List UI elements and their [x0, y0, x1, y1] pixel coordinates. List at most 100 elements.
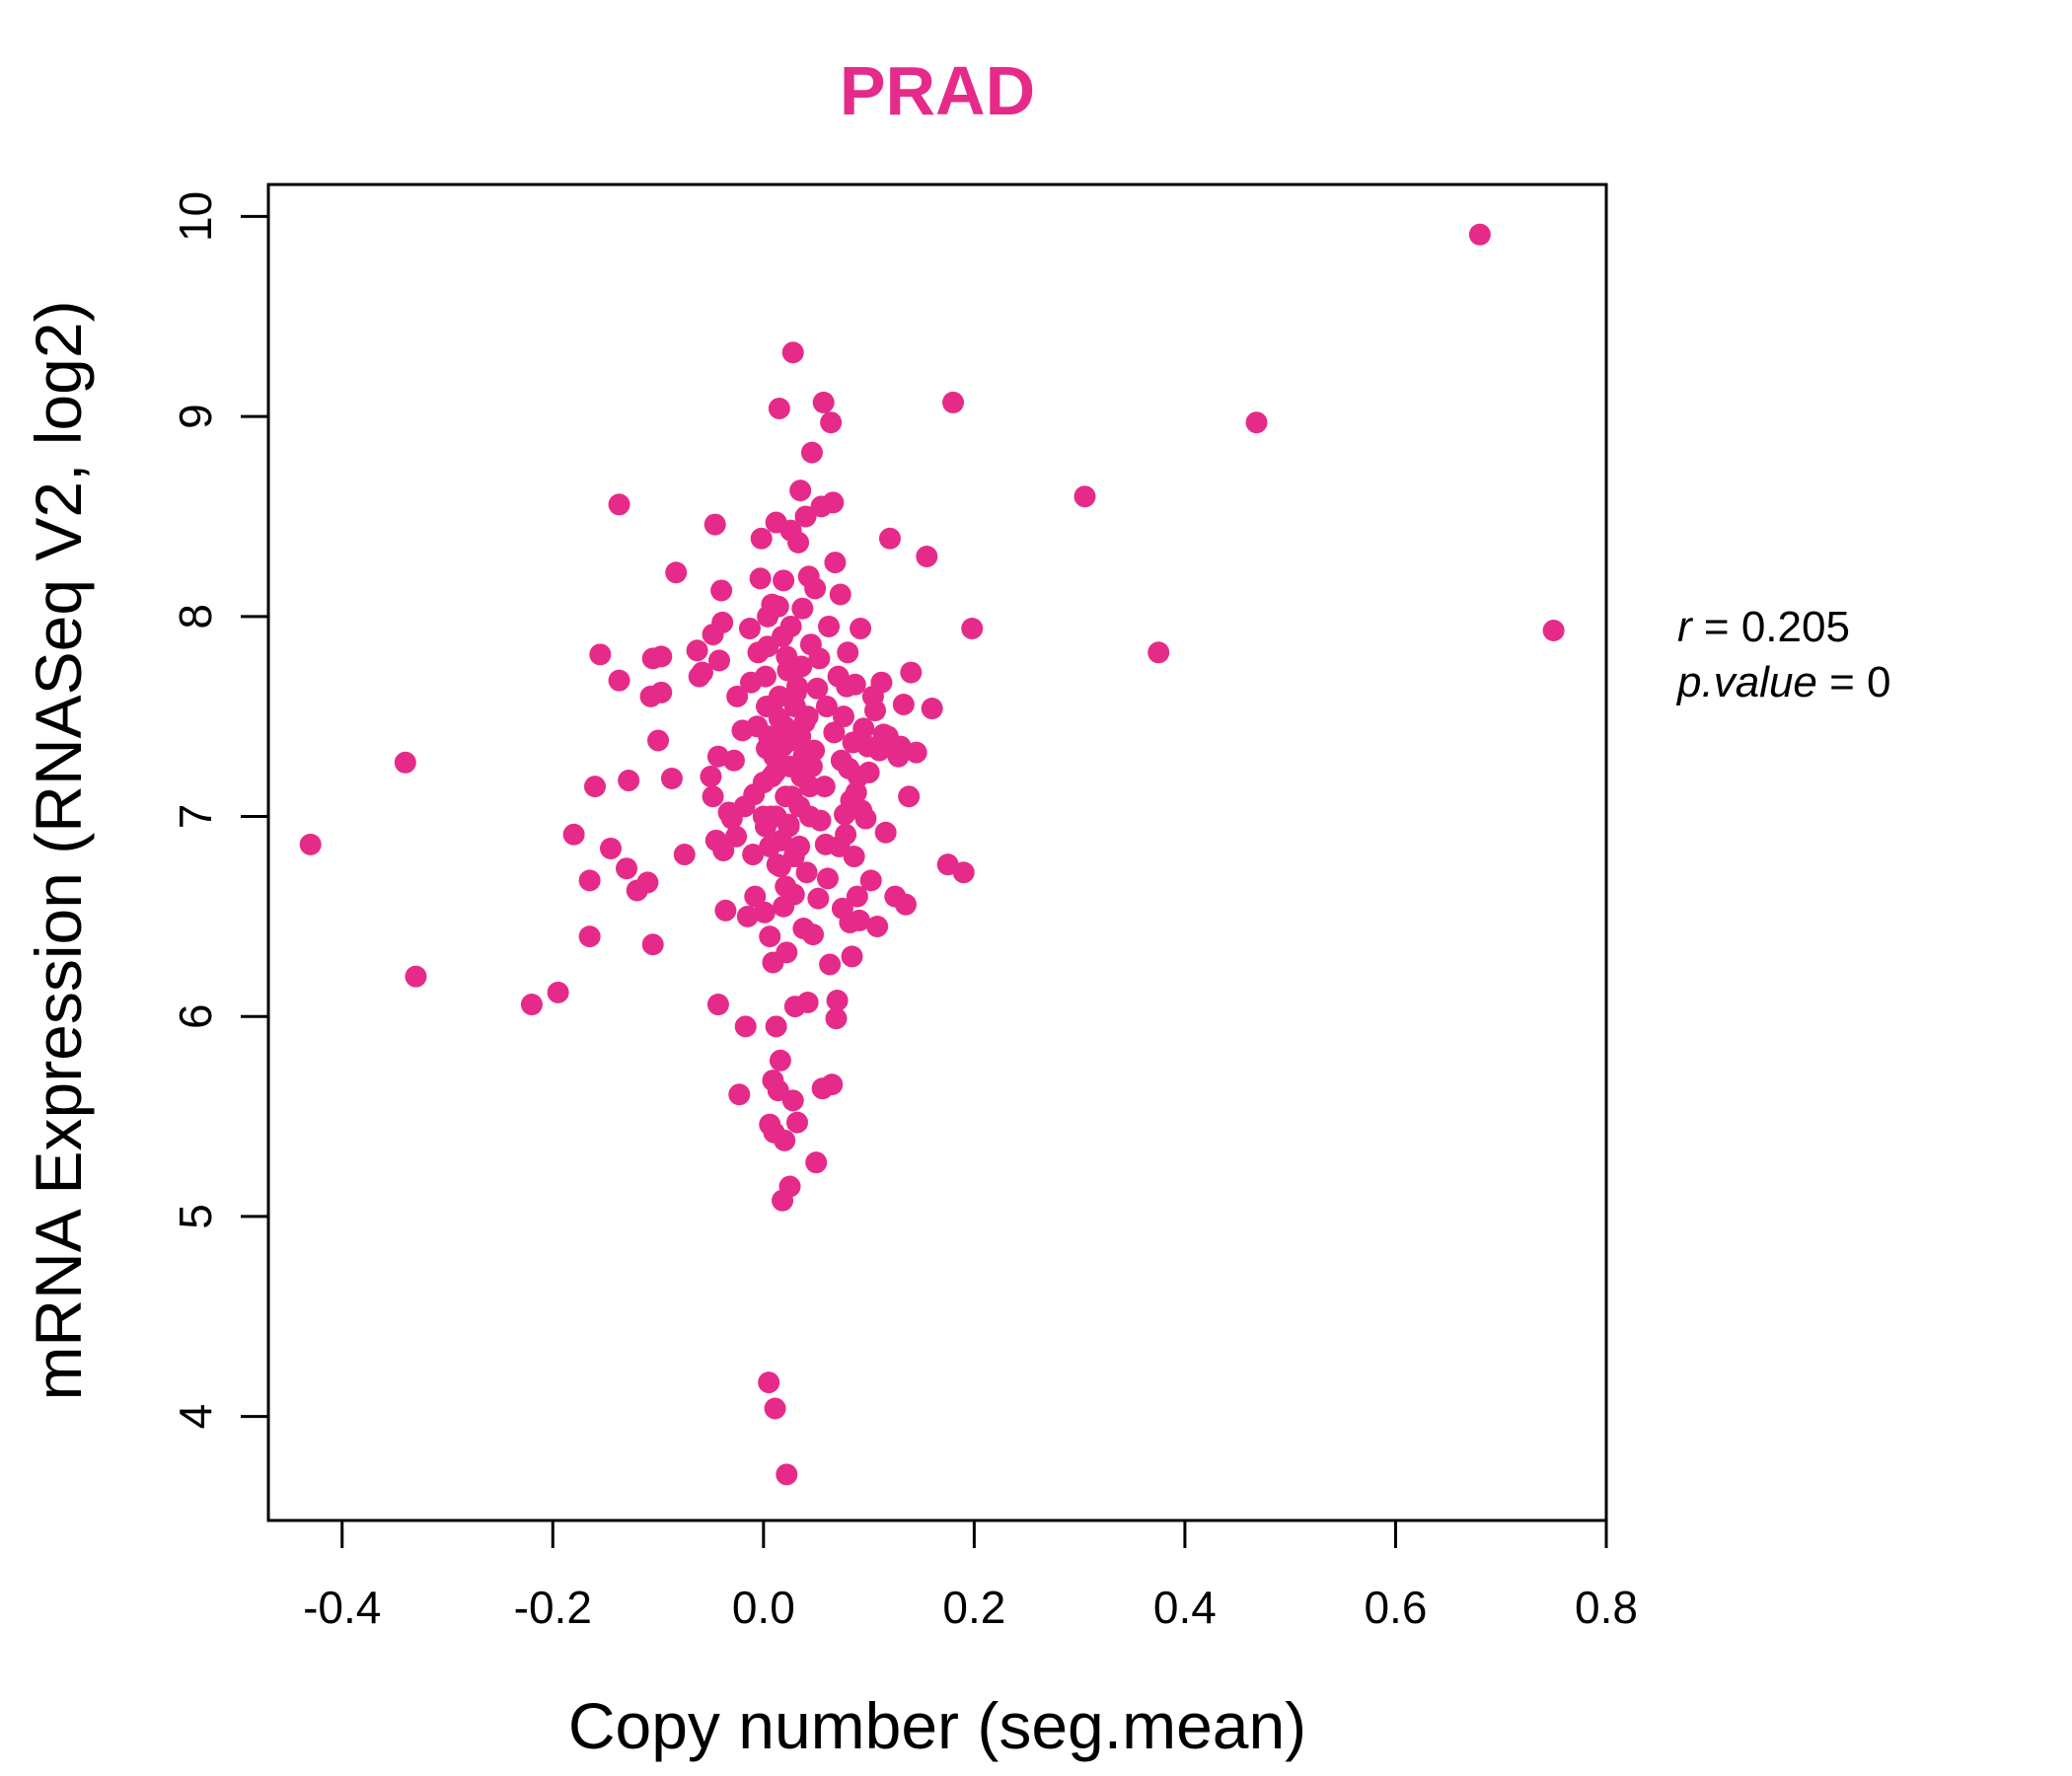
data-point	[706, 994, 729, 1016]
data-point	[800, 755, 823, 777]
data-point	[728, 1083, 751, 1106]
data-point	[756, 696, 778, 718]
data-point	[749, 567, 772, 590]
data-point	[779, 615, 802, 637]
data-point	[754, 665, 777, 688]
data-point	[824, 552, 847, 574]
data-point	[796, 992, 819, 1014]
data-point	[1147, 641, 1170, 664]
y-tick-label: 7	[170, 804, 221, 830]
data-point	[578, 925, 601, 948]
data-point	[761, 765, 783, 787]
data-point	[820, 411, 843, 434]
x-axis: -0.4 -0.2 0.0 0.2 0.4 0.6 0.8	[303, 1518, 1638, 1633]
data-point	[782, 846, 805, 868]
y-axis: 4 5 6 7 8 9 10	[170, 191, 270, 1430]
data-point	[1245, 411, 1268, 434]
data-point	[788, 795, 811, 818]
data-point	[583, 776, 606, 798]
p-value: 0	[1867, 658, 1890, 706]
data-point	[650, 681, 673, 703]
plot-frame	[266, 183, 1608, 1522]
data-point	[773, 569, 795, 592]
p-value-annotation: p.value = 0	[1675, 658, 1891, 706]
x-tick-label: -0.4	[303, 1582, 381, 1633]
data-point	[844, 673, 866, 696]
data-point	[789, 725, 812, 748]
data-point	[774, 715, 796, 738]
data-point	[815, 696, 838, 718]
data-point	[819, 953, 842, 976]
data-point	[787, 531, 810, 554]
data-point	[898, 785, 921, 808]
data-point	[859, 869, 882, 892]
data-point	[843, 846, 865, 868]
chart-title: PRAD	[840, 52, 1035, 129]
data-point	[299, 833, 322, 855]
data-point	[547, 981, 569, 1003]
x-tick-label: -0.2	[514, 1582, 592, 1633]
data-point	[744, 885, 767, 908]
data-point	[795, 861, 818, 884]
data-point	[854, 807, 877, 830]
data-point	[710, 579, 733, 602]
data-point	[870, 671, 893, 694]
data-point	[753, 901, 776, 924]
data-point	[616, 857, 638, 880]
y-tick-label: 4	[170, 1404, 221, 1430]
data-point	[800, 441, 823, 464]
data-point	[808, 647, 831, 670]
data-point	[562, 823, 585, 846]
y-tick-label: 8	[170, 604, 221, 629]
data-point	[665, 561, 688, 584]
y-tick-label: 9	[170, 404, 221, 429]
data-point	[750, 527, 773, 550]
data-point	[777, 815, 800, 838]
data-point	[837, 641, 859, 664]
data-point	[650, 645, 673, 668]
data-point	[864, 700, 887, 722]
data-point	[734, 1015, 757, 1038]
data-point	[589, 643, 612, 666]
data-point	[703, 513, 726, 536]
data-point	[768, 398, 790, 420]
y-tick-label: 10	[170, 191, 221, 242]
data-point	[794, 505, 817, 528]
data-point	[759, 835, 781, 857]
data-point	[647, 729, 670, 752]
data-point	[775, 875, 797, 898]
data-point	[600, 837, 623, 859]
data-point	[791, 597, 814, 620]
data-point	[866, 915, 889, 937]
data-point	[578, 869, 601, 892]
x-axis-label: Copy number (seg.mean)	[568, 1689, 1306, 1762]
data-point	[781, 1089, 804, 1112]
data-point	[812, 391, 835, 413]
data-point	[796, 705, 819, 728]
data-point	[608, 493, 630, 516]
data-point	[789, 480, 812, 502]
data-point	[660, 768, 683, 790]
data-point	[905, 741, 927, 764]
p-label: p.value	[1675, 658, 1817, 706]
data-point	[781, 341, 804, 364]
x-tick-label: 0.6	[1364, 1582, 1427, 1633]
data-point	[774, 1129, 796, 1151]
data-point	[636, 871, 659, 894]
data-point	[1542, 620, 1565, 642]
data-point	[758, 1371, 780, 1394]
data-point	[738, 617, 761, 639]
data-point	[874, 821, 897, 844]
data-point	[892, 694, 915, 716]
data-point	[804, 577, 827, 600]
y-tick-label: 5	[170, 1204, 221, 1229]
correlation-annotation: r = 0.205	[1677, 603, 1850, 651]
data-point	[772, 735, 794, 758]
data-point	[821, 1073, 844, 1096]
data-point	[394, 751, 416, 774]
x-tick-label: 0.8	[1575, 1582, 1638, 1633]
data-point	[764, 1397, 786, 1420]
data-point	[700, 765, 722, 787]
data-point	[722, 749, 745, 772]
